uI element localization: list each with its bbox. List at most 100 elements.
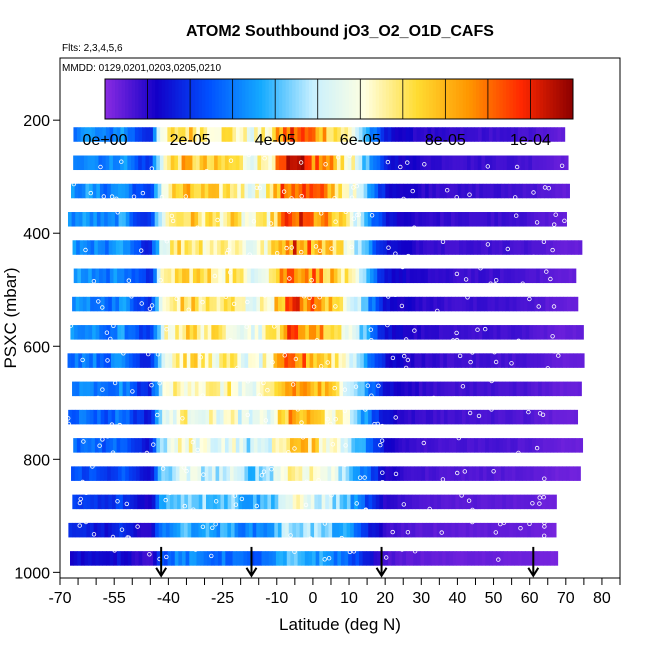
sample-point [491,513,497,518]
sample-point [552,222,557,227]
heatmap-cell [92,183,97,199]
sample-point [460,384,466,389]
heatmap-cell [89,466,94,481]
heatmap-cell [210,155,215,171]
heatmap-cell [406,551,411,566]
heatmap-cell [520,296,525,312]
heatmap-cell [434,127,439,142]
heatmap-cell [174,438,179,453]
heatmap-cell [271,240,276,255]
heatmap-cell [339,240,344,255]
sample-point [188,458,194,463]
heatmap-cell [381,325,386,340]
colorbar-swatch [532,79,537,119]
heatmap-cell [192,127,197,142]
heatmap-cell [539,155,544,171]
sample-point [299,249,304,255]
colorbar-swatch [252,79,256,119]
heatmap-cell [454,353,459,368]
heatmap-cell [207,268,212,284]
sample-point [254,503,259,509]
heatmap-cell [386,522,391,538]
heatmap-cell [299,381,304,397]
colorbar-swatch [449,79,454,119]
heatmap-cell [80,551,85,566]
heatmap-cell [116,155,121,171]
sample-point [292,549,297,554]
heatmap-cell [456,551,461,566]
heatmap-cell [108,522,113,538]
sample-point [400,264,405,270]
heatmap-cell [107,212,112,227]
heatmap-cell [366,127,371,142]
heatmap-cell [515,183,520,199]
heatmap-cell [194,212,199,227]
sample-point [306,313,312,318]
heatmap-cell [100,212,105,227]
heatmap-cell [218,268,223,284]
sample-point [228,338,233,343]
heatmap-cell [314,522,319,538]
heatmap-cell [483,353,488,368]
heatmap-cell [155,494,160,510]
heatmap-cell [239,127,244,142]
colorbar-swatch [161,79,166,119]
heatmap-cell [287,466,292,481]
heatmap-cell [248,466,253,481]
sample-point [379,429,385,434]
heatmap-cell [311,155,316,171]
heatmap-cell [462,296,467,312]
colorbar-swatch [562,79,567,119]
heatmap-cell [522,353,527,368]
heatmap-cell [470,438,475,453]
sample-point [383,147,388,152]
heatmap-cell [293,127,298,142]
heatmap-cell [194,296,199,312]
heatmap-cell [324,212,329,227]
heatmap-cell [271,494,276,510]
heatmap-cell [169,409,174,425]
heatmap-cell [89,353,94,368]
heatmap-cell [331,353,336,368]
heatmap-cell [171,551,176,566]
heatmap-cell [183,353,188,368]
heatmap-cell [220,240,225,255]
heatmap-cell [169,296,174,312]
heatmap-cell [374,353,379,368]
heatmap-cell [161,183,166,199]
heatmap-cell [201,353,206,368]
heatmap-cell [355,438,360,453]
heatmap-cell [462,409,467,425]
heatmap-cell [176,409,181,425]
sample-point [517,544,523,549]
heatmap-cell [542,240,547,255]
heatmap-cell [242,240,247,255]
heatmap-cell [288,522,293,538]
heatmap-cell [532,268,537,284]
sample-point [144,541,149,546]
heatmap-cell [154,466,159,481]
heatmap-cell [377,268,382,284]
heatmap-cell [500,325,505,340]
heatmap-cell [403,466,408,481]
heatmap-cell [342,522,347,538]
sample-point [343,209,348,214]
heatmap-cell [79,522,84,538]
heatmap-cell [175,325,180,340]
sample-point [303,502,309,508]
heatmap-cell [135,551,140,566]
heatmap-cell [380,551,385,566]
heatmap-cell [371,212,376,227]
colorbar-swatch [325,79,330,119]
sample-point [227,270,233,275]
heatmap-cell [455,296,460,312]
heatmap-cell [455,381,460,397]
sample-point [101,511,107,517]
sample-point [412,225,417,230]
heatmap-cell [72,381,77,397]
heatmap-cell [292,522,297,538]
heatmap-cell [243,438,248,453]
sample-point [463,277,469,282]
heatmap-cell [485,155,490,171]
